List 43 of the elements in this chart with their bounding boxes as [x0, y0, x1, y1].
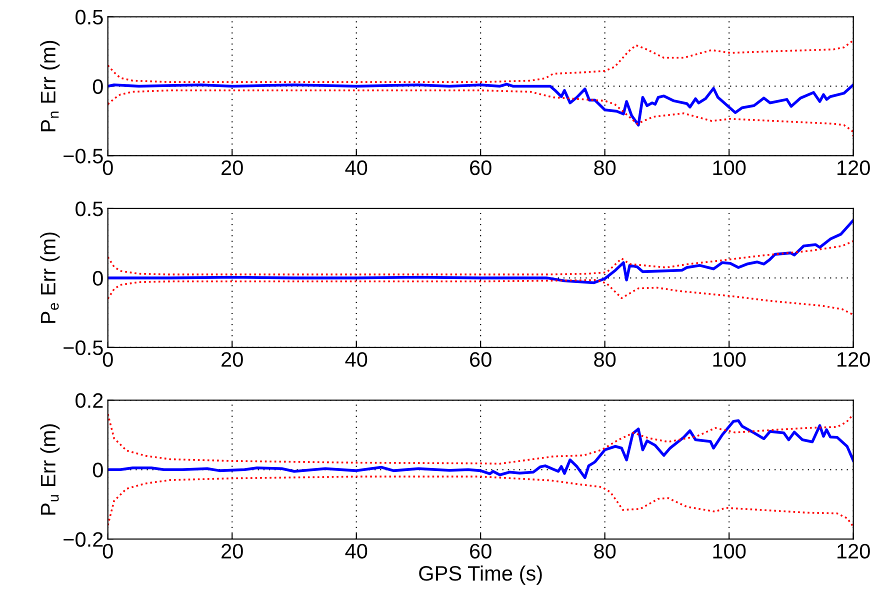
line-series	[108, 39, 854, 83]
y-tick-label: 0.5	[76, 10, 103, 25]
line-series	[108, 240, 854, 276]
line-series	[108, 419, 854, 480]
x-tick-label: 80	[594, 544, 616, 559]
line-series	[108, 218, 854, 284]
x-tick-label: 40	[345, 544, 368, 559]
y-axis-title: P$_{u}$ Err (m)	[40, 424, 60, 515]
x-tick-label: 100	[713, 352, 746, 367]
x-tick-label: 120	[838, 544, 870, 559]
x-tick-label: 120	[838, 160, 870, 176]
y-tick-label: 0.2	[76, 393, 103, 408]
y-tick-label: 0	[92, 270, 103, 286]
x-tick-label: 100	[713, 544, 746, 559]
x-tick-label: 60	[470, 352, 492, 367]
line-series	[108, 89, 854, 138]
x-tick-label: 40	[345, 160, 368, 176]
x-axis-title: GPS Time (s)	[419, 565, 542, 585]
y-tick-label: −0.2	[64, 532, 103, 547]
y-tick-label: 0	[92, 79, 103, 94]
line-series	[108, 82, 854, 127]
x-tick-label: 60	[470, 544, 492, 559]
x-tick-label: 40	[345, 352, 368, 367]
y-axis-title: P$_{e}$ Err (m)	[40, 232, 60, 323]
x-tick-label: 80	[594, 352, 616, 367]
line-series	[108, 413, 854, 465]
line-series	[108, 476, 854, 528]
x-tick-label: 120	[838, 352, 870, 367]
y-tick-label: 0.5	[76, 201, 103, 216]
y-axis-title: P$_{n}$ Err (m)	[40, 40, 60, 132]
y-tick-label: −0.5	[64, 148, 103, 164]
x-tick-label: 0	[102, 160, 113, 176]
x-tick-label: 60	[470, 160, 492, 176]
x-tick-label: 20	[222, 544, 243, 559]
x-tick-label: 20	[222, 160, 243, 176]
x-tick-label: 0	[102, 352, 113, 367]
y-tick-label: −0.5	[64, 340, 103, 356]
line-series	[108, 279, 854, 316]
x-tick-label: 100	[713, 160, 746, 176]
x-tick-label: 20	[222, 352, 243, 367]
x-tick-label: 0	[102, 544, 113, 559]
x-tick-label: 80	[594, 160, 616, 176]
y-tick-label: 0	[92, 462, 103, 478]
